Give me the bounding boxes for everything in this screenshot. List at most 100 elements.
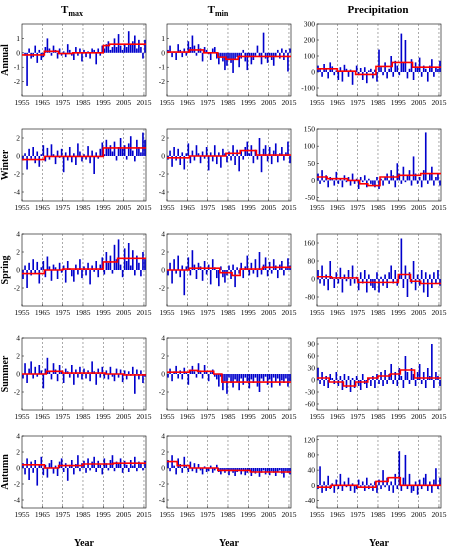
bar-1982 xyxy=(77,143,79,156)
bar-2008 xyxy=(424,68,427,72)
bar-1962 xyxy=(181,265,184,270)
x-tick-label: 1995 xyxy=(96,203,111,212)
bar-1967 xyxy=(46,357,49,374)
bar-1988 xyxy=(384,177,386,181)
y-tick-label: 90 xyxy=(308,340,316,349)
bar-1988 xyxy=(384,370,386,380)
bar-1962 xyxy=(331,483,334,486)
bar-1956 xyxy=(169,468,171,472)
bar-1978 xyxy=(363,175,366,181)
bar-1981 xyxy=(370,180,372,184)
bar-1988 xyxy=(89,270,91,285)
bar-1994 xyxy=(101,257,104,270)
x-tick-label: 2005 xyxy=(116,203,131,212)
bar-2009 xyxy=(131,41,134,53)
bar-2008 xyxy=(129,44,132,53)
bar-1972 xyxy=(351,72,354,85)
bar-1975 xyxy=(207,374,210,382)
step-change-line xyxy=(22,462,146,469)
bar-2001 xyxy=(410,368,413,380)
bar-2006 xyxy=(420,270,423,279)
x-tick-label: 1965 xyxy=(180,98,195,107)
y-tick-label: -2 xyxy=(14,388,20,397)
bar-2008 xyxy=(129,265,132,270)
bar-1957 xyxy=(171,156,173,167)
step-change-line xyxy=(317,476,441,488)
y-tick-label: -4 xyxy=(159,496,165,505)
column-title-tmin: Tmin xyxy=(208,4,229,18)
panel-summer-tmax: 1955 1965 1975 1985 1995 2005 2015 -2 0 2 4 xyxy=(14,334,152,422)
bar-1989 xyxy=(91,150,93,156)
bar-1991 xyxy=(390,265,393,279)
bar-2012 xyxy=(283,374,285,383)
bar-1988 xyxy=(234,374,236,380)
bar-1999 xyxy=(406,485,409,490)
bar-1985 xyxy=(83,266,85,270)
bar-1984 xyxy=(226,374,228,394)
x-tick-label: 1985 xyxy=(220,510,235,519)
bar-2014 xyxy=(437,68,439,72)
bar-1963 xyxy=(333,180,336,186)
bar-1981 xyxy=(220,156,222,168)
bar-1973 xyxy=(58,262,61,270)
bar-1958 xyxy=(28,468,30,480)
x-tick-label: 2005 xyxy=(261,308,276,317)
bar-1962 xyxy=(181,468,184,473)
y-tick-label: 4 xyxy=(161,432,165,441)
bar-1957 xyxy=(321,372,323,380)
y-tick-label: 160 xyxy=(304,239,316,248)
bar-1962 xyxy=(36,374,39,377)
bar-1990 xyxy=(93,456,95,468)
bar-1983 xyxy=(79,151,81,156)
bar-1959 xyxy=(30,270,32,276)
bar-1965 xyxy=(42,145,45,156)
bar-1974 xyxy=(205,270,208,275)
bar-2003 xyxy=(119,369,122,374)
bar-1958 xyxy=(28,148,30,156)
y-tick-label: 120 xyxy=(304,435,316,444)
x-tick-label: 1955 xyxy=(310,98,325,107)
bar-2012 xyxy=(138,262,140,270)
bar-1993 xyxy=(394,270,397,279)
bar-1966 xyxy=(44,368,47,374)
x-tick-label: 1955 xyxy=(15,308,30,317)
bar-2006 xyxy=(420,485,423,490)
x-tick-label: 2005 xyxy=(411,203,426,212)
panel-winter-precipitation: 1955 1965 1975 1985 1995 2005 2015 -50 0 50 100 150 xyxy=(304,125,447,213)
bar-1960 xyxy=(177,458,179,468)
bar-1956 xyxy=(319,68,321,72)
panel-annual-precipitation: 1955 1965 1975 1985 1995 2005 2015 -100 0 100 200 3… xyxy=(301,20,446,108)
bar-2004 xyxy=(266,468,269,472)
bar-2004 xyxy=(121,49,124,53)
y-tick-label: 2 xyxy=(16,134,20,143)
bar-2010 xyxy=(429,173,431,181)
y-tick-label: -2 xyxy=(159,388,165,397)
bar-1979 xyxy=(365,279,368,293)
x-tick-label: 1965 xyxy=(180,510,195,519)
bar-1982 xyxy=(77,270,79,275)
bar-2013 xyxy=(140,152,142,156)
bar-1967 xyxy=(341,72,344,82)
bar-1999 xyxy=(256,45,259,53)
y-tick-label: 100 xyxy=(304,142,316,151)
bar-1972 xyxy=(56,374,59,382)
x-tick-label: 2015 xyxy=(281,412,296,421)
step-change-line xyxy=(22,147,146,161)
bar-1962 xyxy=(331,378,334,380)
bar-1980 xyxy=(218,374,220,387)
bar-1977 xyxy=(361,72,364,80)
bar-1975 xyxy=(62,156,65,173)
bar-1994 xyxy=(396,163,399,181)
bar-1970 xyxy=(197,262,200,270)
bar-2010 xyxy=(134,374,136,394)
bar-2001 xyxy=(260,270,263,275)
bar-1998 xyxy=(404,265,407,279)
bar-1976 xyxy=(359,380,362,390)
bar-1960 xyxy=(177,44,179,53)
bar-1980 xyxy=(218,270,220,287)
bar-1980 xyxy=(73,468,75,475)
bar-1968 xyxy=(48,156,51,160)
bar-1979 xyxy=(365,72,368,84)
bar-1998 xyxy=(109,49,112,53)
bar-1960 xyxy=(32,147,34,156)
